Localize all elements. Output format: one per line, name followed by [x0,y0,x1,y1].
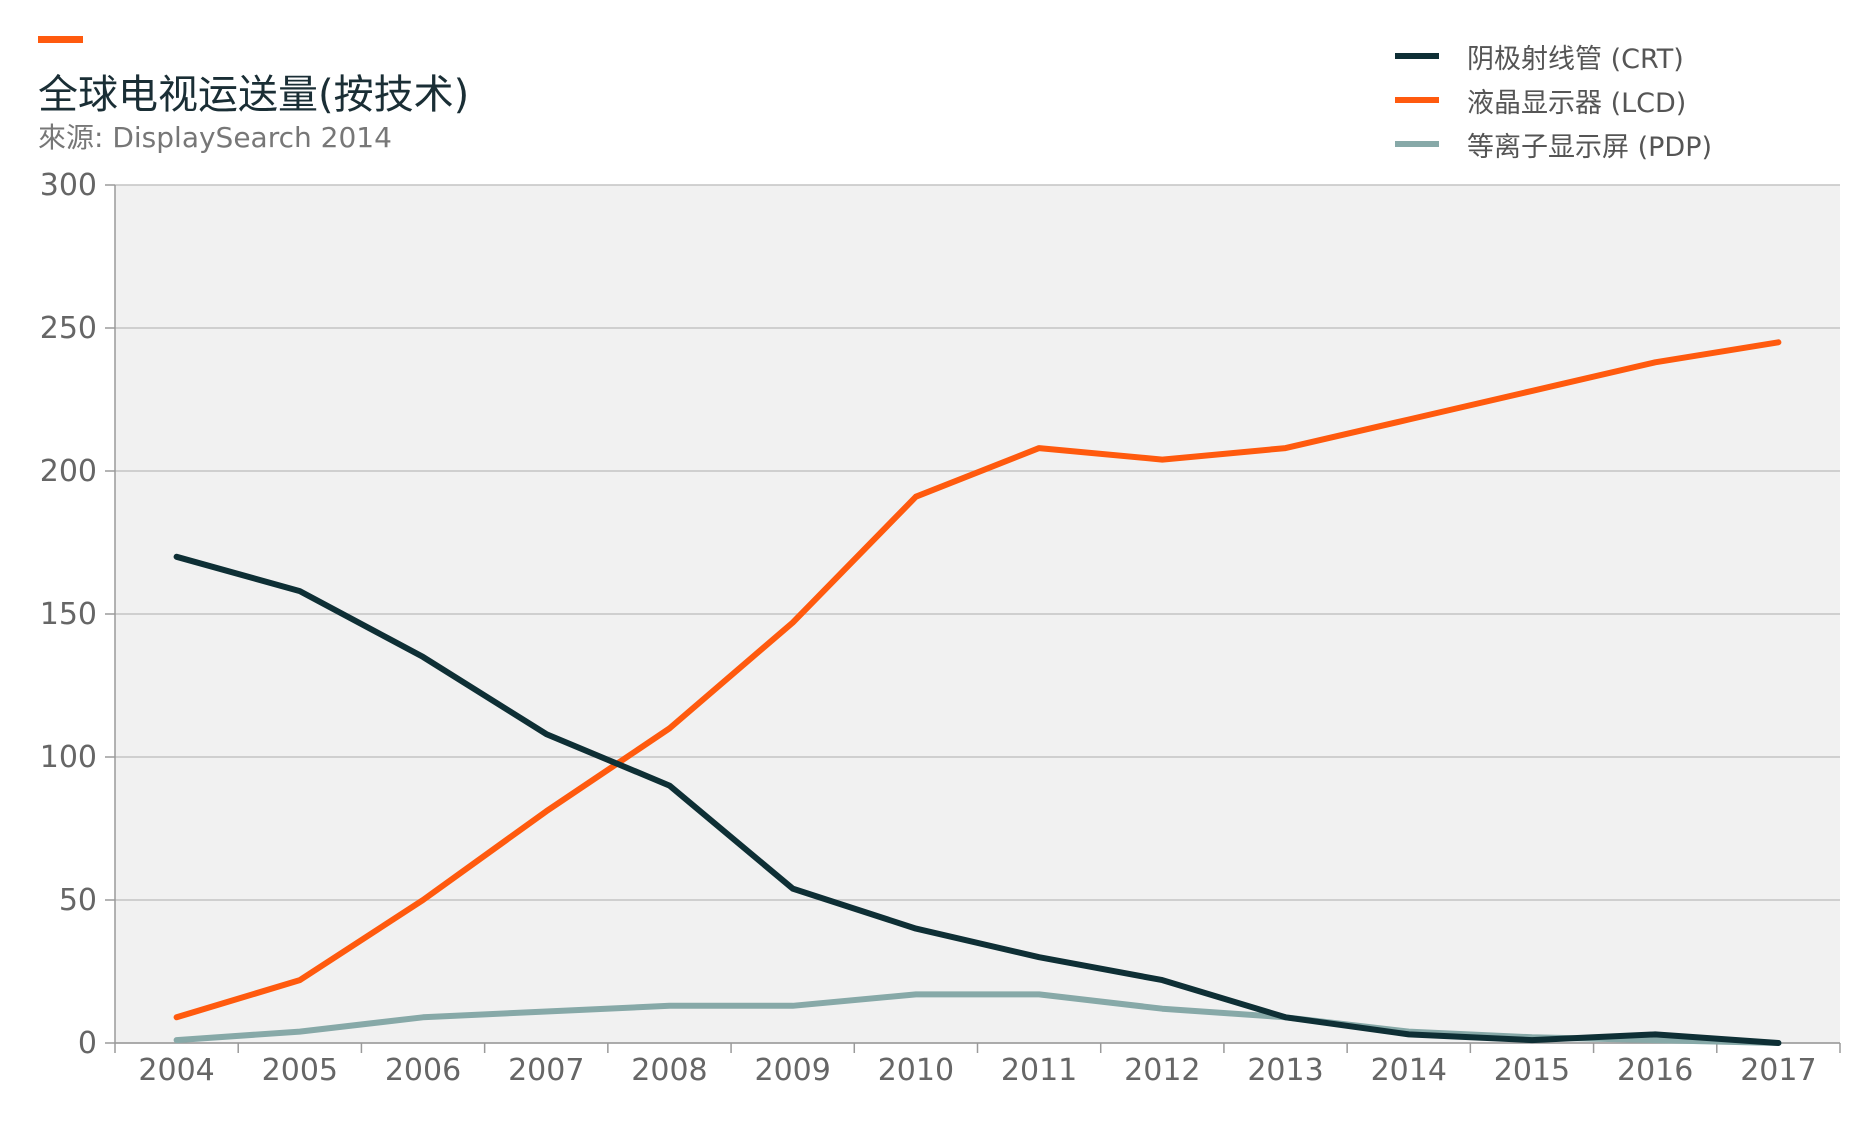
y-tick-label: 150 [40,597,97,632]
series-line-crt [173,553,1782,1046]
legend-swatch-pdp [1395,141,1439,147]
chart-source: 來源: DisplaySearch 2014 [38,121,392,154]
y-tick-label: 300 [40,168,97,203]
x-tick-label: 2010 [878,1053,954,1088]
legend-item-crt: 阴极射线管 (CRT) [1395,34,1712,78]
y-tick-label: 200 [40,454,97,489]
x-tick-label: 2004 [138,1053,214,1088]
legend-label-crt: 阴极射线管 (CRT) [1467,43,1684,75]
x-tick-label: 2007 [508,1053,584,1088]
y-tick-label: 50 [59,883,97,918]
x-tick-label: 2009 [754,1053,830,1088]
x-tick-label: 2012 [1124,1053,1200,1088]
y-tick-label: 250 [40,311,97,346]
legend-label-lcd: 液晶显示器 (LCD) [1467,87,1687,119]
x-tick-label: 2006 [385,1053,461,1088]
title-accent-bar [38,36,83,43]
chart-title: 全球电视运送量(按技术) [38,72,470,118]
legend: 阴极射线管 (CRT) 液晶显示器 (LCD) 等离子显示屏 (PDP) [1395,34,1712,166]
x-tick-label: 2005 [262,1053,338,1088]
x-tick-label: 2008 [631,1053,707,1088]
y-tick-label: 0 [78,1026,97,1061]
x-tick-label: 2015 [1494,1053,1570,1088]
x-tick-label: 2014 [1371,1053,1447,1088]
legend-item-lcd: 液晶显示器 (LCD) [1395,78,1712,122]
legend-swatch-lcd [1395,97,1439,103]
legend-item-pdp: 等离子显示屏 (PDP) [1395,122,1712,166]
series-line-lcd [173,339,1782,1021]
x-tick-label: 2013 [1247,1053,1323,1088]
x-tick-label: 2011 [1001,1053,1077,1088]
y-tick-label: 100 [40,740,97,775]
legend-swatch-crt [1395,53,1439,59]
x-tick-label: 2016 [1617,1053,1693,1088]
x-tick-label: 2017 [1740,1053,1816,1088]
legend-label-pdp: 等离子显示屏 (PDP) [1467,131,1713,163]
